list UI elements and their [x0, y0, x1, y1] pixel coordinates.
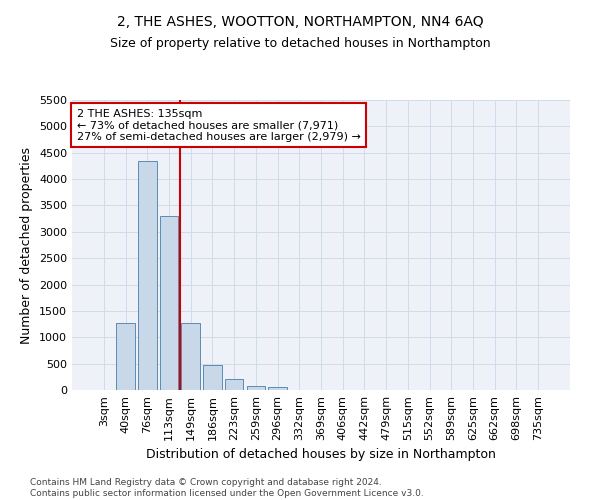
Bar [181, 323, 200, 390]
Text: 2, THE ASHES, WOOTTON, NORTHAMPTON, NN4 6AQ: 2, THE ASHES, WOOTTON, NORTHAMPTON, NN4 … [116, 15, 484, 29]
Bar [203, 364, 221, 390]
Text: Size of property relative to detached houses in Northampton: Size of property relative to detached ho… [110, 38, 490, 51]
Bar [116, 323, 135, 390]
Bar [138, 160, 157, 390]
Text: 2 THE ASHES: 135sqm
← 73% of detached houses are smaller (7,971)
27% of semi-det: 2 THE ASHES: 135sqm ← 73% of detached ho… [77, 108, 361, 142]
Bar [225, 378, 244, 390]
Bar [268, 388, 287, 390]
Y-axis label: Number of detached properties: Number of detached properties [20, 146, 34, 344]
Bar [160, 216, 178, 390]
Bar [247, 386, 265, 390]
Text: Contains HM Land Registry data © Crown copyright and database right 2024.
Contai: Contains HM Land Registry data © Crown c… [30, 478, 424, 498]
X-axis label: Distribution of detached houses by size in Northampton: Distribution of detached houses by size … [146, 448, 496, 462]
